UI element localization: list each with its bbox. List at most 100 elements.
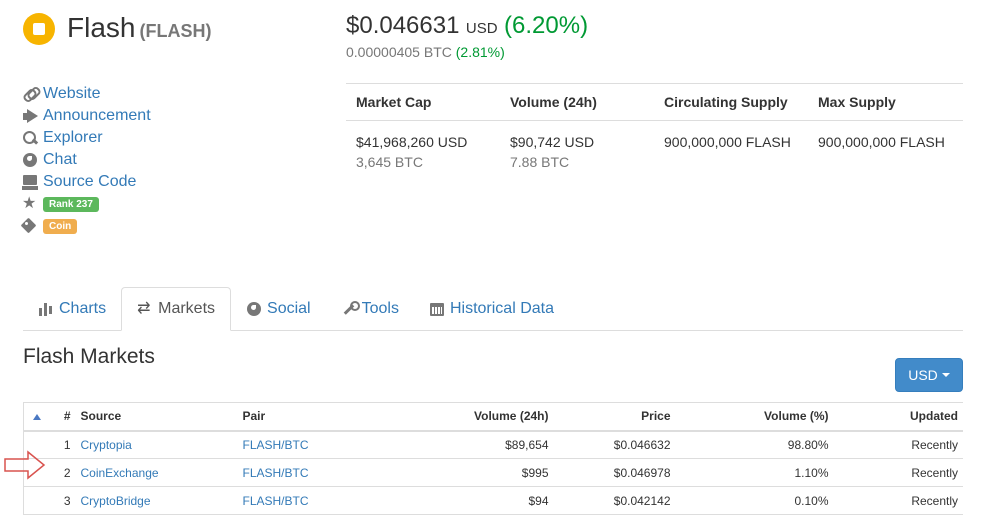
wrench-icon — [341, 301, 360, 317]
row-price: $0.046632 — [553, 430, 676, 459]
row-updated: Recently — [833, 486, 963, 515]
search-icon — [22, 130, 42, 146]
detail-tabs: Charts ⇄ Markets Social Tools Historical… — [23, 287, 963, 331]
circulating-supply-value: 900,000,000 FLASH — [664, 134, 791, 150]
tab-markets[interactable]: ⇄ Markets — [121, 287, 232, 331]
row-volume: $94 — [387, 486, 554, 515]
bullhorn-icon — [22, 108, 42, 124]
price-currency: USD — [465, 20, 498, 37]
coin-title: Flash (FLASH) — [67, 12, 211, 44]
table-row: 1 Cryptopia FLASH/BTC $89,654 $0.046632 … — [23, 430, 963, 459]
currency-dropdown-button[interactable]: USD — [895, 358, 963, 392]
tab-markets-label: Markets — [158, 300, 216, 317]
source-link[interactable]: CoinExchange — [80, 465, 159, 480]
tab-tools[interactable]: Tools — [326, 287, 414, 331]
announcement-link[interactable]: Announcement — [22, 105, 222, 127]
star-icon: ★ — [22, 195, 37, 212]
rank-header[interactable]: # — [49, 402, 76, 432]
row-pair: FLASH/BTC — [237, 486, 388, 515]
row-spacer — [23, 486, 50, 515]
volume-pct-header[interactable]: Volume (%) — [675, 402, 834, 432]
markets-header-row: # Source Pair Volume (24h) Price Volume … — [23, 402, 963, 432]
pair-link[interactable]: FLASH/BTC — [242, 465, 309, 480]
volume-header: Volume (24h) — [510, 94, 597, 110]
row-volume-pct: 1.10% — [675, 458, 834, 487]
explorer-link[interactable]: Explorer — [22, 127, 222, 149]
chat-link-label[interactable]: Chat — [43, 151, 77, 168]
max-supply-header: Max Supply — [818, 94, 896, 110]
market-cap-cell: $41,968,260 USD 3,645 BTC — [346, 132, 500, 172]
row-rank: 2 — [49, 458, 76, 487]
stats-table: Market Cap Volume (24h) Circulating Supp… — [346, 83, 963, 172]
table-row: 2 CoinExchange FLASH/BTC $995 $0.046978 … — [23, 458, 963, 487]
explorer-link-label[interactable]: Explorer — [43, 129, 103, 146]
price-btc-line: 0.00000405 BTC (2.81%) — [346, 44, 505, 60]
tab-historical-data-label: Historical Data — [449, 300, 554, 317]
bar-chart-icon — [38, 301, 56, 317]
tab-social[interactable]: Social — [231, 287, 326, 331]
row-pair: FLASH/BTC — [237, 458, 388, 487]
source-code-link-label[interactable]: Source Code — [43, 173, 137, 190]
rank-badge: Rank 237 — [43, 196, 99, 212]
max-supply-value: 900,000,000 FLASH — [818, 134, 945, 150]
row-volume: $995 — [387, 458, 554, 487]
swap-icon: ⇄ — [137, 300, 151, 317]
coin-symbol: (FLASH) — [139, 21, 212, 41]
coin-links: Website Announcement Explorer Chat Sourc… — [22, 83, 222, 237]
coin-name: Flash — [67, 12, 136, 43]
pair-header[interactable]: Pair — [237, 402, 388, 432]
row-updated: Recently — [833, 430, 963, 459]
tab-charts-label: Charts — [59, 300, 107, 317]
row-updated: Recently — [833, 458, 963, 487]
tab-historical-data[interactable]: Historical Data — [414, 287, 569, 331]
market-cap-usd: $41,968,260 USD — [356, 134, 468, 150]
coin-logo — [23, 13, 55, 45]
volume-usd: $90,742 USD — [510, 134, 595, 150]
circulating-supply-header: Circulating Supply — [664, 94, 788, 110]
chat-link[interactable]: Chat — [22, 149, 222, 171]
tab-social-label: Social — [267, 300, 311, 317]
website-link-label[interactable]: Website — [43, 85, 101, 102]
price-change-usd: (6.20%) — [504, 12, 589, 39]
row-price: $0.042142 — [553, 486, 676, 515]
currency-dropdown-label: USD — [908, 367, 938, 383]
source-code-link[interactable]: Source Code — [22, 171, 222, 193]
price-btc: 0.00000405 BTC — [346, 44, 452, 60]
row-source: CryptoBridge — [75, 486, 238, 515]
updated-header[interactable]: Updated — [833, 402, 963, 432]
globe-icon — [22, 152, 42, 168]
market-cap-btc: 3,645 BTC — [356, 154, 423, 170]
row-volume-pct: 98.80% — [675, 430, 834, 459]
markets-table: # Source Pair Volume (24h) Price Volume … — [23, 402, 963, 515]
row-source: CoinExchange — [75, 458, 238, 487]
row-source: Cryptopia — [75, 430, 238, 459]
sort-up-icon — [32, 414, 41, 421]
source-header[interactable]: Source — [75, 402, 238, 432]
sort-header[interactable] — [23, 402, 50, 432]
row-rank: 1 — [49, 430, 76, 459]
type-badge: Coin — [43, 218, 78, 234]
pair-link[interactable]: FLASH/BTC — [242, 493, 309, 508]
annotation-arrow-icon — [4, 450, 46, 480]
volume-header[interactable]: Volume (24h) — [387, 402, 554, 432]
website-link[interactable]: Website — [22, 83, 222, 105]
row-pair: FLASH/BTC — [237, 430, 388, 459]
price-header[interactable]: Price — [553, 402, 676, 432]
price-change-btc: (2.81%) — [455, 44, 505, 60]
market-cap-header: Market Cap — [356, 94, 432, 110]
link-icon — [22, 86, 42, 102]
source-link[interactable]: Cryptopia — [80, 437, 132, 452]
announcement-link-label[interactable]: Announcement — [43, 107, 151, 124]
row-price: $0.046978 — [553, 458, 676, 487]
source-link[interactable]: CryptoBridge — [80, 493, 151, 508]
rank-row: ★ Rank 237 — [22, 193, 222, 215]
pair-link[interactable]: FLASH/BTC — [242, 437, 309, 452]
globe-icon — [246, 301, 264, 317]
volume-cell: $90,742 USD 7.88 BTC — [500, 132, 654, 172]
table-row: 3 CryptoBridge FLASH/BTC $94 $0.042142 0… — [23, 486, 963, 515]
tab-charts[interactable]: Charts — [23, 287, 121, 331]
markets-title: Flash Markets — [23, 345, 155, 368]
stats-header: Market Cap Volume (24h) Circulating Supp… — [346, 84, 963, 121]
caret-down-icon — [941, 373, 950, 377]
stats-values: $41,968,260 USD 3,645 BTC $90,742 USD 7.… — [346, 121, 963, 172]
